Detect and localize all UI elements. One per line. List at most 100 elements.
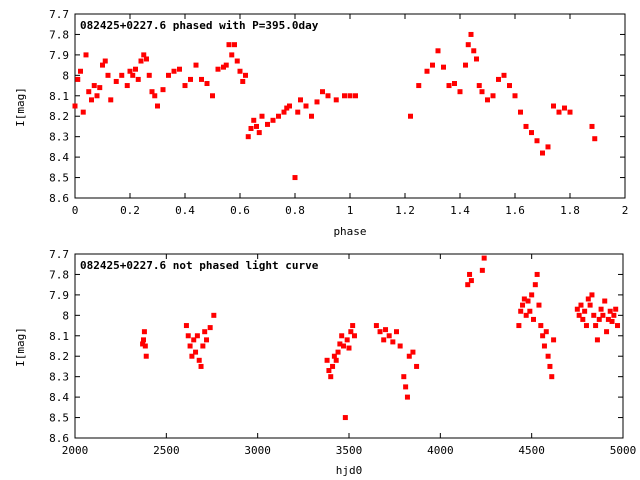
y-tick-label: 8.2 — [49, 350, 69, 363]
data-point — [245, 134, 251, 140]
data-point — [397, 343, 403, 349]
data-point — [556, 109, 562, 115]
data-point — [585, 296, 591, 302]
data-point — [295, 109, 301, 115]
data-point — [611, 312, 617, 318]
data-point — [193, 349, 199, 355]
data-point — [403, 384, 409, 390]
x-tick-label: 3500 — [336, 444, 363, 457]
data-point — [204, 81, 210, 87]
data-point — [529, 130, 534, 136]
y-tick-label: 7.9 — [49, 289, 69, 302]
data-point — [284, 105, 290, 111]
data-point — [545, 144, 551, 150]
data-point — [613, 306, 619, 312]
data-point — [347, 93, 353, 99]
data-point — [496, 76, 501, 82]
data-point — [194, 333, 200, 339]
data-point — [146, 72, 152, 78]
x-tick-label: 1.4 — [450, 204, 470, 217]
data-point — [416, 83, 422, 89]
data-point — [259, 113, 265, 119]
data-point — [341, 343, 347, 349]
x-tick-label: 0 — [72, 204, 79, 217]
phased-light-curve-panel: 082425+0227.6 phased with P=395.0day 0 0.… — [14, 8, 628, 238]
data-point — [83, 52, 89, 58]
data-point — [598, 306, 604, 312]
data-point — [512, 93, 518, 99]
data-point — [211, 312, 217, 318]
data-point — [189, 353, 195, 359]
data-point — [243, 72, 248, 78]
data-point — [171, 68, 177, 74]
data-point — [155, 103, 160, 109]
data-point — [592, 136, 598, 142]
x-axis-label-unphased: hjd0 — [336, 464, 363, 477]
data-point — [234, 58, 240, 64]
x-tick-label: 3000 — [244, 444, 271, 457]
data-point — [393, 329, 399, 335]
data-point — [223, 62, 229, 68]
data-point — [530, 316, 536, 322]
data-point — [479, 89, 485, 95]
data-point — [471, 48, 477, 54]
y-tick-label: 8.3 — [49, 131, 69, 144]
data-point — [342, 415, 348, 421]
data-point — [383, 327, 389, 333]
y-tick-label: 7.7 — [49, 248, 69, 261]
data-point — [140, 341, 146, 347]
data-point — [80, 109, 86, 115]
x-tick-label: 5000 — [610, 444, 637, 457]
axis-ticks-phased: 0 0.2 0.4 0.6 0.8 1 1.2 1.4 1.6 1.8 2 7.7 7.8 7.9 8 8.1… — [49, 8, 628, 217]
data-point — [518, 109, 523, 115]
unphased-light-curve-panel: 082425+0227.6 not phased light curve 200… — [14, 248, 636, 477]
data-point — [346, 345, 352, 351]
data-point — [240, 78, 246, 84]
data-point — [534, 271, 540, 277]
data-points-unphased — [140, 255, 621, 421]
data-point — [226, 42, 232, 48]
data-point — [381, 337, 387, 343]
data-point — [479, 267, 485, 273]
data-point — [333, 97, 339, 103]
data-point — [298, 97, 303, 103]
data-point — [540, 333, 546, 339]
data-point — [507, 83, 512, 89]
data-point — [183, 323, 189, 329]
data-point — [251, 117, 257, 123]
data-point — [333, 357, 339, 363]
data-point — [198, 363, 204, 369]
data-point — [465, 42, 471, 48]
data-point — [326, 368, 332, 374]
data-point — [182, 83, 188, 89]
data-point — [254, 123, 259, 129]
data-point — [320, 89, 325, 95]
data-point — [410, 349, 416, 355]
data-point — [582, 308, 588, 314]
data-point — [353, 93, 358, 99]
data-point — [465, 282, 471, 288]
y-tick-label: 8 — [62, 69, 69, 82]
data-point — [441, 64, 446, 70]
data-point — [518, 308, 524, 314]
data-point — [200, 343, 206, 349]
data-point — [408, 113, 413, 119]
data-point — [113, 78, 119, 84]
data-point — [547, 363, 553, 369]
chart-title-unphased: 082425+0227.6 not phased light curve — [80, 259, 319, 272]
data-point — [330, 363, 336, 369]
data-point — [215, 66, 221, 72]
data-point — [545, 353, 551, 359]
data-point — [523, 312, 529, 318]
y-tick-label: 8.1 — [49, 330, 69, 343]
x-tick-label: 0.8 — [285, 204, 305, 217]
data-point — [143, 353, 149, 359]
data-point — [281, 109, 287, 115]
data-point — [119, 72, 125, 78]
data-point — [91, 83, 97, 89]
data-point — [160, 87, 166, 93]
data-point — [481, 255, 487, 261]
data-point — [351, 333, 357, 339]
data-point — [89, 97, 94, 103]
